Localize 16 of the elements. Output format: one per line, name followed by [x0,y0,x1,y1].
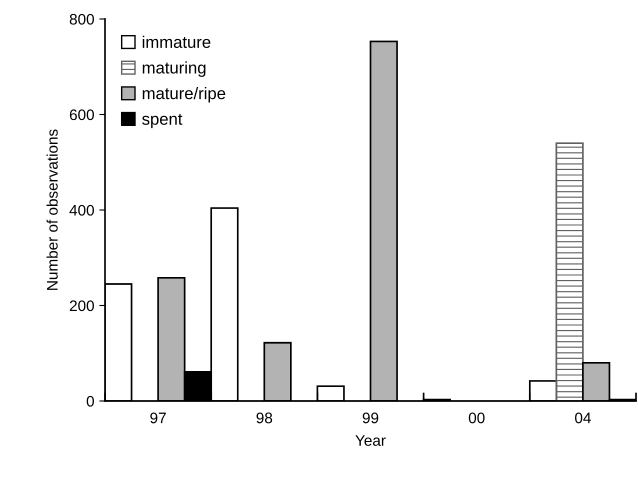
legend-label: spent [142,114,182,128]
x-tick-label: 97 [150,412,166,424]
legend-label: immature [142,36,210,48]
x-tick-label: 99 [362,412,378,424]
x-tick-label: 98 [256,412,272,424]
y-tick-label: 0 [86,396,94,407]
legend-label: maturing [142,61,206,77]
y-tick-label: 600 [70,109,94,120]
y-tick-label: 200 [70,300,94,312]
x-axis-title: Year [355,435,386,446]
y-tick-label: 800 [70,14,94,25]
y-tick-label: 400 [69,204,94,216]
x-tick-label: 04 [575,412,591,424]
legend-label: mature/ripe [142,87,226,103]
x-tick-label: 00 [468,412,485,424]
y-axis-title: Number of observations [46,129,58,290]
